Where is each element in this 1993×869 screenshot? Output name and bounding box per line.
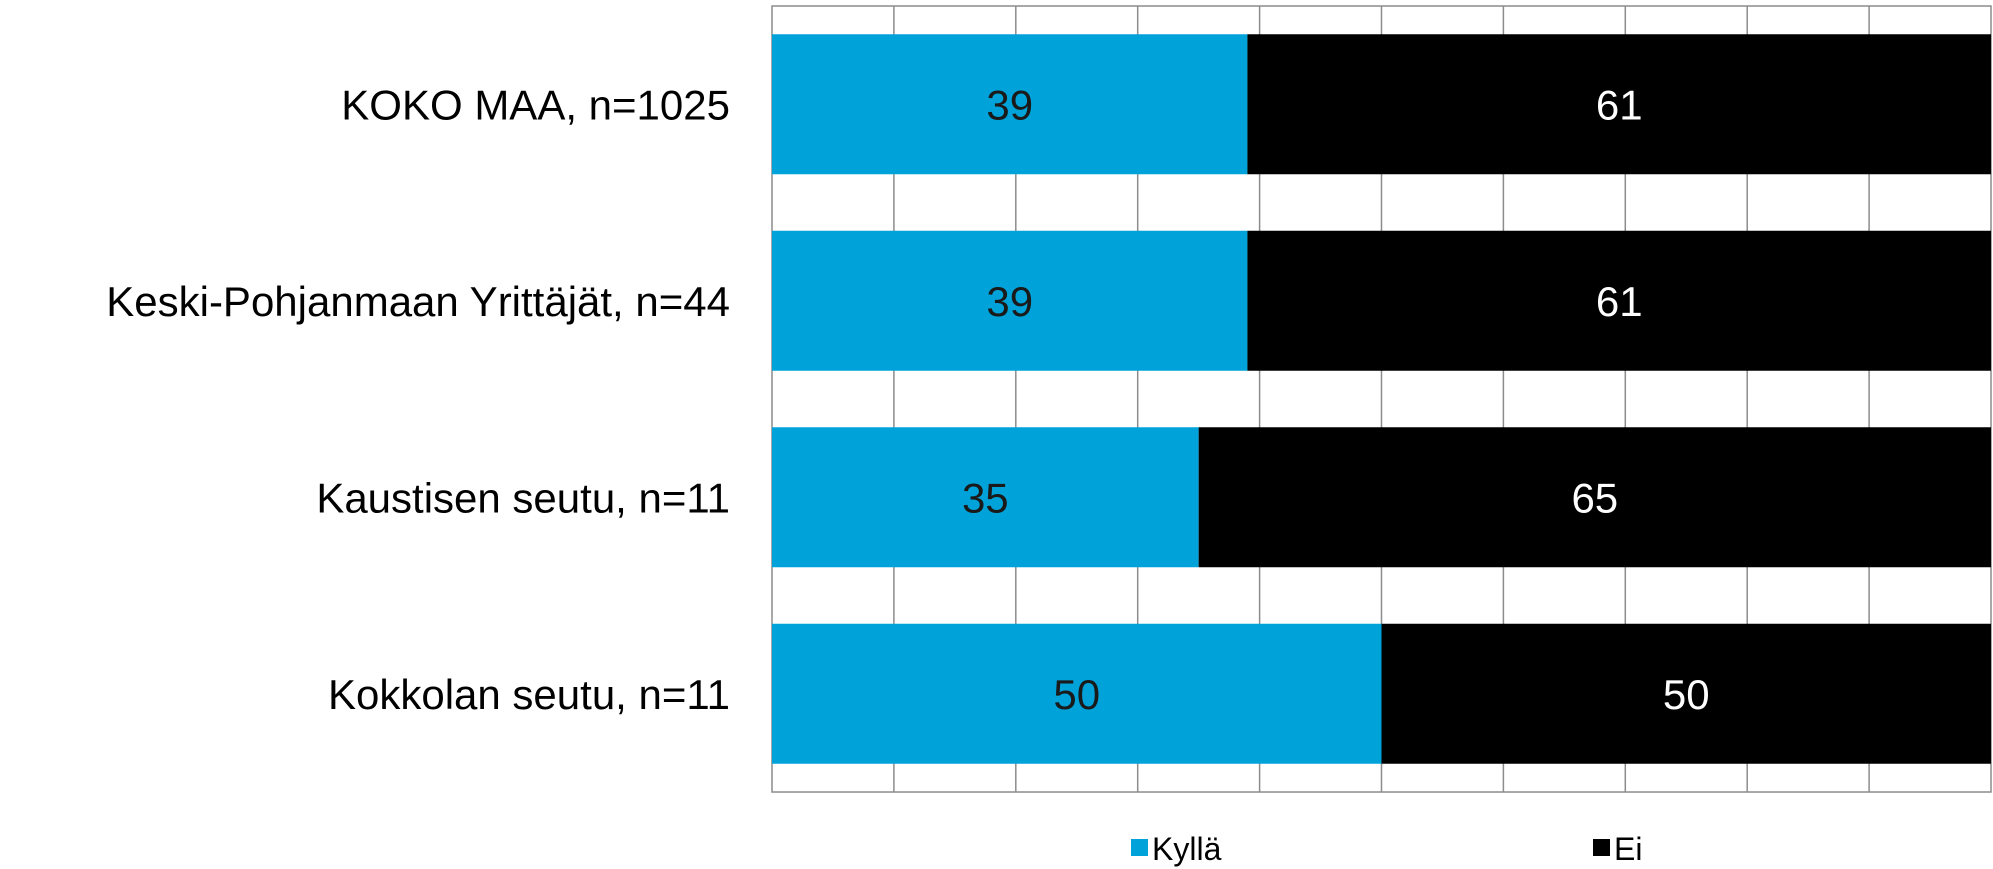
chart-legend: Kyllä Ei: [1131, 831, 1642, 867]
data-label: 50: [1053, 671, 1100, 718]
chart-category-labels: KOKO MAA, n=1025 Keski-Pohjanmaan Yrittäj…: [106, 81, 730, 718]
bar-segment: [772, 623, 1382, 764]
data-label: 61: [1596, 278, 1643, 325]
data-label: 35: [962, 474, 1009, 521]
bar-segment: [1198, 427, 1991, 568]
category-label: Kokkolan seutu, n=11: [328, 671, 730, 718]
bar-segment: [1247, 230, 1991, 371]
bar-segment: [772, 230, 1248, 371]
data-label: 39: [986, 278, 1033, 325]
bar-segment: [772, 34, 1248, 175]
category-label: KOKO MAA, n=1025: [341, 81, 730, 128]
legend-label-ei: Ei: [1614, 831, 1642, 867]
legend-label-kylla: Kyllä: [1152, 831, 1222, 867]
chart-bars: 39 61 39 61 35 65 50 50: [772, 34, 1991, 764]
legend-swatch-kylla: [1131, 839, 1148, 856]
data-label: 61: [1596, 81, 1643, 128]
bar-segment: [1381, 623, 1991, 764]
data-label: 65: [1571, 474, 1618, 521]
data-label: 50: [1663, 671, 1710, 718]
legend-swatch-ei: [1593, 839, 1610, 856]
bar-segment: [772, 427, 1199, 568]
bar-segment: [1247, 34, 1991, 175]
data-label: 39: [986, 81, 1033, 128]
category-label: Keski-Pohjanmaan Yrittäjät, n=44: [106, 278, 730, 325]
category-label: Kaustisen seutu, n=11: [316, 474, 730, 521]
